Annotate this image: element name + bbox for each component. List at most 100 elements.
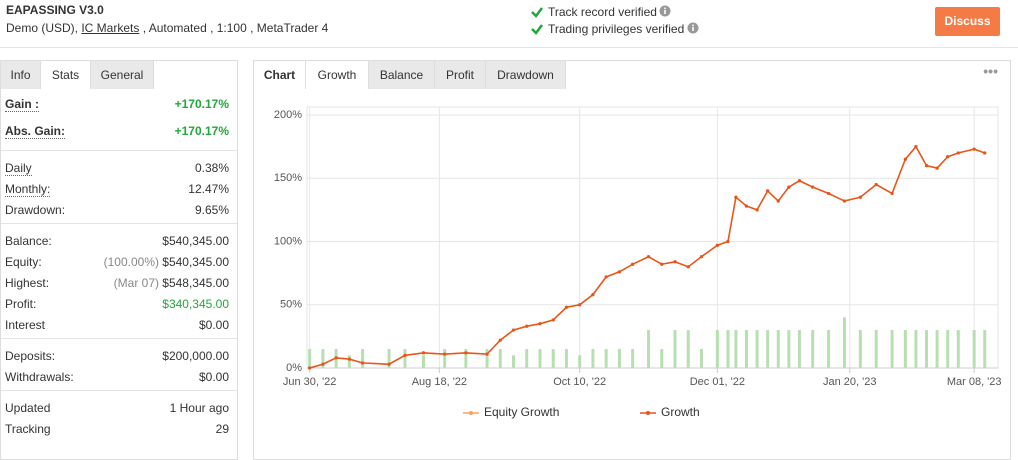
stat-value: $200,000.00 [162, 349, 229, 363]
divider [1, 338, 237, 339]
check-icon [531, 7, 543, 18]
bar [578, 355, 582, 368]
point [673, 260, 677, 264]
point [498, 338, 502, 342]
bar [443, 349, 447, 368]
point [334, 356, 338, 360]
bar [525, 349, 529, 368]
point [983, 151, 987, 155]
stat-value: 0.38% [194, 161, 229, 175]
bar [591, 349, 595, 368]
x-tick-label: Oct 10, '22 [553, 376, 606, 388]
divider [1, 390, 237, 391]
point [403, 353, 407, 357]
point [744, 204, 749, 208]
point [443, 352, 447, 356]
point [826, 191, 831, 196]
bar [699, 349, 703, 368]
stat-value: $548,345.00 [162, 276, 229, 290]
bar [890, 330, 894, 368]
broker-link[interactable]: IC Markets [81, 21, 140, 35]
tab[interactable]: Balance [369, 61, 435, 89]
bar [308, 349, 312, 368]
point [686, 265, 690, 269]
x-tick-label: Jun 30, '22 [283, 376, 336, 388]
point [766, 189, 770, 193]
stat-label: Withdrawals: [5, 370, 74, 384]
bar [686, 330, 690, 368]
legend-label: Growth [661, 405, 700, 419]
point [956, 151, 960, 155]
point [726, 239, 730, 244]
tab[interactable]: General [91, 61, 154, 89]
point [360, 361, 365, 365]
point [421, 351, 426, 355]
stat-note: (100.00%) [103, 255, 159, 269]
point [946, 155, 950, 159]
legend-label: Equity Growth [484, 405, 559, 419]
discuss-button[interactable]: Discuss [935, 7, 1000, 36]
bar [914, 330, 918, 368]
point [715, 243, 719, 247]
stat-label: Equity: [5, 255, 42, 269]
stat-label: Deposits: [5, 349, 56, 363]
point [321, 362, 325, 366]
point [811, 185, 815, 189]
tab[interactable]: Stats [41, 61, 91, 89]
legend-marker [646, 411, 650, 415]
bar [715, 330, 719, 368]
x-tick-label: Mar 08, '23 [947, 376, 1002, 388]
tab[interactable]: Chart [254, 61, 306, 89]
bar [464, 349, 468, 368]
point [755, 208, 759, 212]
stat-label: Updated [5, 401, 51, 415]
point [646, 255, 651, 259]
stat-value: $0.00 [198, 318, 229, 332]
line [309, 145, 986, 369]
tab[interactable]: Growth [306, 61, 369, 89]
bar [935, 330, 939, 368]
bar [485, 349, 489, 368]
stat-label: Balance: [5, 234, 52, 248]
tab[interactable]: Drawdown [486, 61, 566, 89]
point [578, 303, 582, 307]
bar [321, 349, 325, 368]
info-icon[interactable] [687, 22, 699, 34]
divider [1, 150, 237, 151]
bar [347, 355, 351, 368]
point [308, 366, 312, 370]
menu-dots[interactable]: ••• [983, 63, 998, 79]
bar [776, 330, 780, 368]
point [914, 145, 918, 149]
tab[interactable]: Profit [435, 61, 486, 89]
point [617, 270, 622, 274]
stat-value: $340,345.00 [162, 297, 229, 311]
stat-label: Abs. Gain: [5, 124, 66, 139]
bar [797, 330, 801, 368]
x-tick-label: Dec 01, '22 [690, 376, 745, 388]
bar [551, 349, 555, 368]
stat-note: (Mar 07) [113, 276, 159, 290]
stat-value: 1 Hour ago [169, 401, 229, 415]
point [604, 275, 608, 279]
stat-label: Daily [5, 161, 32, 176]
bar [660, 349, 664, 368]
tab[interactable]: Info [1, 61, 41, 89]
y-tick-label: 0% [286, 362, 302, 374]
bar [983, 330, 987, 368]
subtitle-part: , Automated , 1:100 , MetaTrader 4 [139, 21, 329, 35]
bar [787, 330, 791, 368]
bar [538, 349, 542, 368]
stat-value: 12.47% [188, 182, 229, 196]
bar [403, 349, 407, 368]
bar [766, 330, 770, 368]
stat-value: $0.00 [198, 370, 229, 384]
bar [755, 330, 759, 368]
point [485, 352, 489, 356]
stat-value: +170.17% [174, 97, 229, 111]
info-icon[interactable] [659, 5, 671, 17]
point [464, 351, 468, 355]
verified-text: Track record verified [548, 5, 657, 19]
